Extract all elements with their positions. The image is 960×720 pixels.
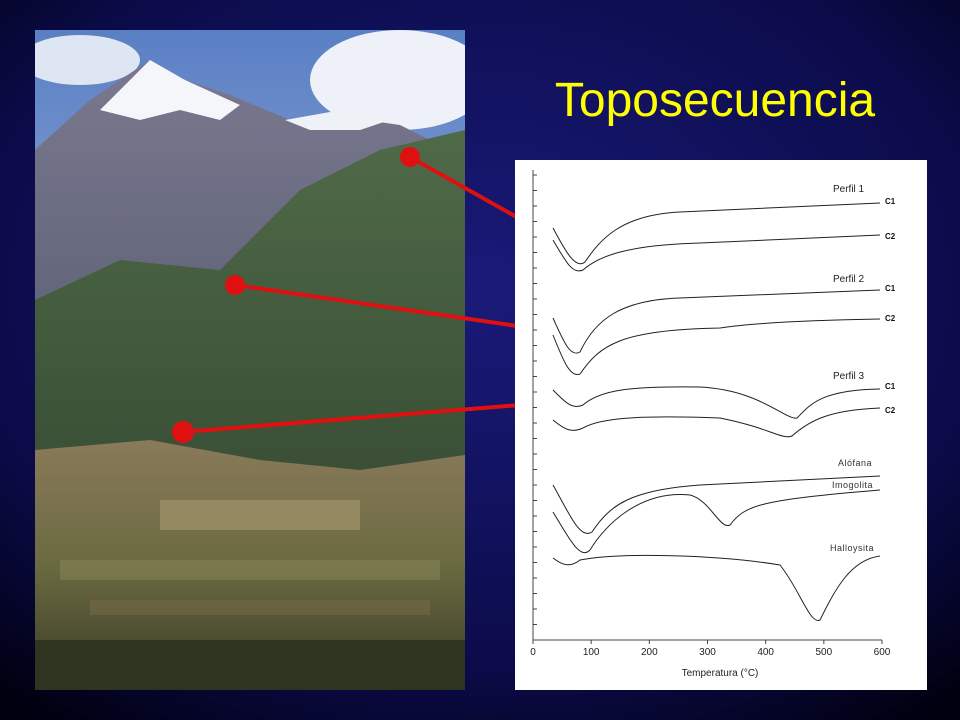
reference-label: Imogolita — [832, 480, 873, 490]
y-minor-ticks — [533, 174, 537, 625]
x-tick-label: 200 — [641, 647, 658, 658]
curves — [552, 202, 881, 621]
slide-title: Toposecuencia — [555, 74, 876, 127]
x-tick-label: 600 — [874, 647, 891, 658]
curve-label: C2 — [885, 232, 896, 241]
x-tick-label: 100 — [583, 647, 600, 658]
reference-label: Halloysita — [830, 543, 874, 553]
x-axis-title: Temperatura (°C) — [682, 668, 759, 679]
x-tick-label: 300 — [699, 647, 716, 658]
curve-label: C1 — [885, 197, 896, 206]
reference-label: Alófana — [838, 458, 872, 468]
x-tick-label: 400 — [757, 647, 774, 658]
profile-label: Perfil 1 — [833, 184, 865, 195]
sample-points — [172, 147, 420, 443]
profile-label: Perfil 2 — [833, 274, 865, 285]
photo — [35, 30, 465, 690]
curve-label: C1 — [885, 382, 896, 391]
x-tick-label: 0 — [530, 647, 536, 658]
x-tick-label: 500 — [815, 647, 832, 658]
curve-label: C1 — [885, 284, 896, 293]
profile-label: Perfil 3 — [833, 371, 865, 382]
chart-panel — [515, 160, 927, 690]
curve-label: C2 — [885, 406, 896, 415]
curve-label: C2 — [885, 314, 896, 323]
